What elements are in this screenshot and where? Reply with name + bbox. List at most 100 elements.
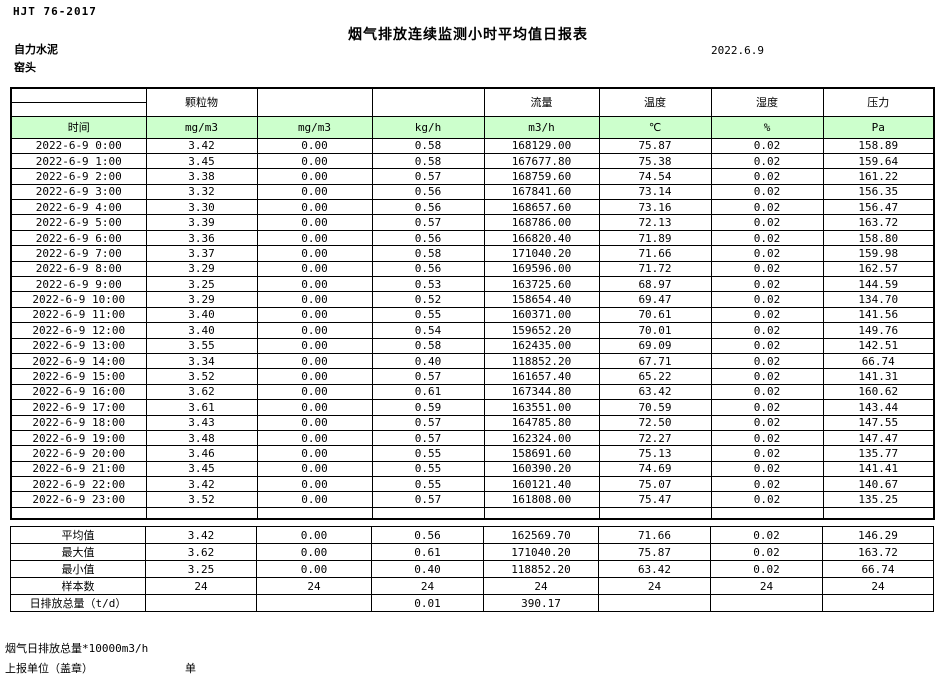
value-cell: 163551.00 [483, 399, 600, 416]
value-cell: 135.77 [822, 445, 935, 462]
value-cell: 0.02 [710, 276, 824, 293]
value-cell: 156.35 [822, 183, 935, 201]
summary-row: 平均值 3.42 0.00 0.56 162569.70 71.66 0.02 146.29 [10, 526, 934, 545]
value-cell: 3.32 [145, 183, 258, 201]
value-cell: 118852.20 [483, 352, 600, 370]
value-cell: 168129.00 [483, 137, 600, 154]
summary-cell: 24 [256, 577, 372, 596]
value-cell: 65.22 [598, 368, 712, 385]
value-cell: 161.22 [822, 168, 935, 185]
value-cell: 0.00 [256, 245, 373, 262]
table-row-label: 2022-6-9 18:00 [10, 414, 147, 431]
value-cell: 0.55 [371, 306, 485, 324]
value-cell: 140.67 [822, 476, 935, 493]
value-cell: 0.00 [256, 445, 373, 462]
header-pressure: 压力 [822, 87, 935, 117]
table-row: 2022-6-9 4:00 3.30 0.00 0.56 168657.60 73.16 0… [10, 199, 935, 216]
header-blank-cell [10, 87, 147, 103]
value-cell: 0.55 [371, 445, 485, 462]
summary-cell: 24 [598, 577, 711, 596]
value-cell: 3.42 [145, 476, 258, 493]
value-cell: 0.02 [710, 399, 824, 416]
table-row: 2022-6-9 10:00 3.29 0.00 0.52 158654.40 69.47… [10, 291, 935, 308]
value-cell: 0.56 [371, 183, 485, 201]
value-cell: 3.40 [145, 322, 258, 339]
summary-cell: 71.66 [598, 526, 711, 545]
value-cell: 160371.00 [483, 306, 600, 324]
table-row: 2022-6-9 16:00 3.62 0.00 0.61 167344.80 63.42… [10, 383, 935, 401]
table-row: 2022-6-9 18:00 3.43 0.00 0.57 164785.80 72.50… [10, 414, 935, 431]
empty-cell [256, 506, 373, 520]
summary-cell: 162569.70 [483, 526, 599, 545]
value-cell: 0.56 [371, 199, 485, 216]
table-row-label: 2022-6-9 20:00 [10, 445, 147, 462]
value-cell: 158.80 [822, 229, 935, 247]
value-cell: 0.02 [710, 214, 824, 231]
table-row-label: 2022-6-9 11:00 [10, 306, 147, 324]
table-row: 2022-6-9 9:00 3.25 0.00 0.53 163725.60 68.97 0… [10, 276, 935, 293]
value-cell: 3.43 [145, 414, 258, 431]
value-cell: 0.02 [710, 368, 824, 385]
value-cell: 0.00 [256, 491, 373, 508]
value-cell: 0.00 [256, 183, 373, 201]
table-row-label: 2022-6-9 19:00 [10, 429, 147, 447]
header-blank-cell [371, 87, 485, 117]
value-cell: 147.47 [822, 429, 935, 447]
header-group-row: 颗粒物 流量 温度 湿度 压力 [10, 87, 935, 117]
value-cell: 69.09 [598, 337, 712, 354]
value-cell: 0.58 [371, 245, 485, 262]
unit-percent: % [710, 115, 824, 139]
value-cell: 0.00 [256, 460, 373, 478]
value-cell: 164785.80 [483, 414, 600, 431]
value-cell: 72.50 [598, 414, 712, 431]
value-cell: 0.00 [256, 429, 373, 447]
company-name: 自力水泥 [14, 43, 58, 56]
value-cell: 3.48 [145, 429, 258, 447]
table-row-label: 2022-6-9 13:00 [10, 337, 147, 354]
summary-cell: 390.17 [483, 594, 599, 613]
value-cell: 160390.20 [483, 460, 600, 478]
value-cell: 0.56 [371, 229, 485, 247]
data-rows: 2022-6-9 0:00 3.42 0.00 0.58 168129.00 75.87 0… [10, 137, 935, 520]
value-cell: 75.07 [598, 476, 712, 493]
table-row-label: 2022-6-9 5:00 [10, 214, 147, 231]
table-row: 2022-6-9 22:00 3.42 0.00 0.55 160121.40 75.07… [10, 476, 935, 493]
value-cell: 71.72 [598, 260, 712, 278]
value-cell: 0.00 [256, 137, 373, 154]
value-cell: 71.89 [598, 229, 712, 247]
value-cell: 0.59 [371, 399, 485, 416]
empty-cell [145, 506, 258, 520]
value-cell: 0.57 [371, 414, 485, 431]
header-time: 时间 [10, 115, 147, 139]
page-title: 烟气排放连续监测小时平均值日报表 [348, 27, 588, 43]
value-cell: 0.00 [256, 368, 373, 385]
empty-cell [822, 506, 935, 520]
value-cell: 3.36 [145, 229, 258, 247]
table-row: 2022-6-9 20:00 3.46 0.00 0.55 158691.60 75.13… [10, 445, 935, 462]
value-cell: 0.58 [371, 137, 485, 154]
value-cell: 75.38 [598, 152, 712, 170]
value-cell: 3.38 [145, 168, 258, 185]
value-cell: 63.42 [598, 383, 712, 401]
value-cell: 149.76 [822, 322, 935, 339]
table-row-label: 2022-6-9 9:00 [10, 276, 147, 293]
summary-cell: 24 [822, 577, 934, 596]
value-cell: 74.69 [598, 460, 712, 478]
summary-cell: 24 [371, 577, 484, 596]
summary-cell [822, 594, 934, 613]
value-cell: 0.00 [256, 199, 373, 216]
unit-m3h: m3/h [483, 115, 600, 139]
table-row: 2022-6-9 17:00 3.61 0.00 0.59 163551.00 70.59… [10, 399, 935, 416]
table-row: 2022-6-9 8:00 3.29 0.00 0.56 169596.00 71.72 0… [10, 260, 935, 278]
value-cell: 0.00 [256, 276, 373, 293]
table-row-label: 2022-6-9 21:00 [10, 460, 147, 478]
value-cell: 156.47 [822, 199, 935, 216]
table-row-label: 2022-6-9 6:00 [10, 229, 147, 247]
value-cell: 141.41 [822, 460, 935, 478]
value-cell: 70.61 [598, 306, 712, 324]
value-cell: 0.02 [710, 352, 824, 370]
value-cell: 69.47 [598, 291, 712, 308]
summary-table: 平均值 3.42 0.00 0.56 162569.70 71.66 0.02 146.29 最… [10, 526, 934, 613]
value-cell: 3.52 [145, 491, 258, 508]
value-cell: 163725.60 [483, 276, 600, 293]
